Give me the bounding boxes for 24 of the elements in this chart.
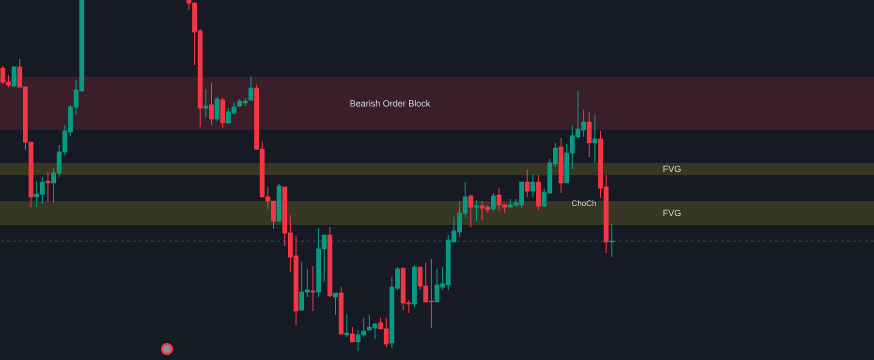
band-label: FVG xyxy=(662,164,682,174)
candlestick xyxy=(530,174,536,198)
band-label: FVG xyxy=(662,208,682,218)
candlestick xyxy=(592,114,598,164)
annotation: ChoCh xyxy=(572,199,596,208)
band-label: Bearish Order Block xyxy=(350,98,431,108)
candlestick xyxy=(490,192,496,212)
candlestick xyxy=(248,76,254,102)
candlestick xyxy=(220,97,226,129)
candlestick xyxy=(344,314,350,338)
candlestick xyxy=(609,223,614,258)
candlestick xyxy=(46,171,50,202)
candlestick xyxy=(310,266,316,312)
candlestick xyxy=(12,65,16,88)
candlestick xyxy=(536,174,541,210)
candlestick xyxy=(468,194,474,228)
candlestick xyxy=(524,169,530,198)
candlestick xyxy=(350,326,355,342)
candlestick xyxy=(474,200,479,222)
candlestick xyxy=(333,292,338,316)
candlestick xyxy=(209,82,214,126)
candlestick xyxy=(203,88,208,118)
candlestick xyxy=(214,96,220,122)
candlestick xyxy=(586,111,592,158)
